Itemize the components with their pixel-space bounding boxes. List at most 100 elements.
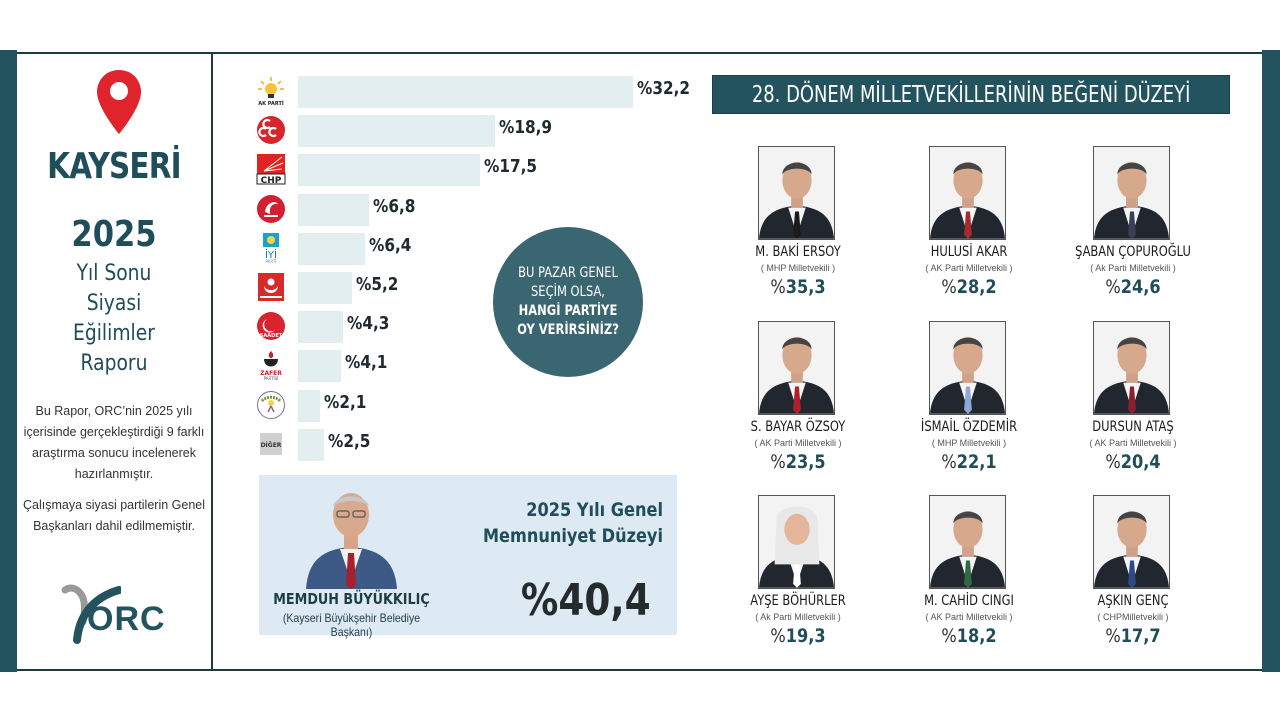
party-value-label: %2,1 — [323, 391, 367, 413]
left-panel-divider — [211, 54, 213, 669]
mp-party: ( AK Parti Milletvekili ) — [925, 612, 1013, 622]
mp-photo — [758, 495, 835, 589]
party-value-label: %6,4 — [368, 234, 412, 256]
report-description: Bu Rapor, ORC’nin 2025 yılı içerisinde g… — [21, 401, 207, 537]
party-value-label: %5,2 — [356, 274, 399, 295]
party-logo-icon: ZAFER PARTİSİ — [256, 350, 286, 381]
mp-card: AYŞE BÖHÜRLER ( Ak Parti Milletvekili ) … — [718, 495, 878, 660]
party-bar — [298, 272, 353, 304]
mp-photo — [758, 321, 835, 415]
mp-photo — [929, 495, 1006, 589]
party-bar — [298, 389, 320, 422]
mp-score: %19,3 — [770, 625, 826, 647]
frame-left-bar — [0, 50, 17, 672]
mp-name: ŞABAN ÇOPUROĞLU — [1075, 244, 1191, 260]
party-bar — [298, 428, 324, 461]
party-bar-row: DİĞER %2,5 — [250, 428, 700, 462]
mp-card: S. BAYAR ÖZSOY ( AK Parti Milletvekili )… — [718, 321, 878, 486]
frame-bottom-border — [17, 669, 1262, 671]
party-value-label: %2,5 — [328, 430, 371, 452]
mp-name: AYŞE BÖHÜRLER — [750, 593, 846, 609]
city-name: KAYSERİ — [47, 146, 181, 187]
mp-card: DURSUN ATAŞ ( AK Parti Milletvekili ) %2… — [1053, 321, 1213, 486]
mp-section-header: 28. DÖNEM MİLLETVEKİLLERİNİN BEĞENİ DÜZE… — [712, 75, 1230, 114]
mp-name: AŞKIN GENÇ — [1097, 593, 1169, 609]
svg-text:PARTİSİ: PARTİSİ — [264, 376, 279, 381]
party-logo-icon: DİĞER — [256, 429, 286, 459]
mp-name: HULUSİ AKAR — [930, 244, 1008, 260]
mp-party: ( MHP Milletvekili ) — [760, 263, 836, 273]
party-bar-row: %5,2 — [250, 271, 700, 305]
satisfaction-value: %40,4 — [521, 575, 651, 626]
mp-name: S. BAYAR ÖZSOY — [750, 419, 846, 435]
party-logo-icon: AK PARTİ — [256, 76, 286, 106]
mp-score: %17,7 — [1105, 625, 1161, 647]
party-logo-icon — [256, 272, 286, 302]
party-logo-icon: CHP — [256, 154, 286, 185]
party-bar — [298, 311, 343, 344]
party-bar — [298, 115, 495, 148]
note-text: Çalışmaya siyasi partilerin Genel Başkan… — [22, 498, 205, 533]
party-bar-row: ZAFER PARTİSİ %4,1 — [250, 349, 700, 383]
party-bar-row: %2,1 — [250, 389, 700, 423]
party-bar — [298, 154, 481, 187]
mp-party: ( AK Parti Milletvekili ) — [925, 263, 1013, 273]
party-value-label: %18,9 — [498, 117, 552, 139]
mp-card: HULUSİ AKAR ( AK Parti Milletvekili ) %2… — [889, 146, 1049, 311]
mp-name: M. BAKİ ERSOY — [755, 244, 841, 260]
party-logo-icon — [256, 390, 286, 420]
mp-card: M. CAHİD CINGI ( AK Parti Milletvekili )… — [889, 495, 1049, 660]
mayor-satisfaction-panel: MEMDUH BÜYÜKKILIÇ (Kayseri Büyükşehir Be… — [259, 475, 677, 639]
mp-card: ŞABAN ÇOPUROĞLU ( Ak Parti Milletvekili … — [1053, 146, 1213, 311]
party-bar-row: SAADET %4,3 — [250, 310, 700, 344]
mp-score: %35,3 — [770, 276, 826, 298]
party-bar-row: İYİ PARTİ %6,4 — [250, 232, 700, 266]
mp-name: İSMAİL ÖZDEMİR — [920, 419, 1018, 435]
satisfaction-title: 2025 Yılı Genel Memnuniyet Düzeyi — [482, 499, 663, 547]
party-value-label: %4,3 — [346, 313, 390, 335]
mp-party: ( Ak Parti Milletvekili ) — [755, 612, 841, 622]
mp-photo — [929, 321, 1006, 415]
party-bar-row: %6,8 — [250, 193, 700, 227]
mp-card: M. BAKİ ERSOY ( MHP Milletvekili ) %35,3 — [718, 146, 878, 311]
svg-text:İYİ: İYİ — [265, 248, 277, 261]
party-logo-icon — [256, 194, 286, 224]
party-bar — [298, 350, 341, 383]
mp-photo — [929, 146, 1006, 240]
party-logo-icon: SAADET — [256, 311, 286, 341]
mp-score: %23,5 — [770, 451, 826, 473]
party-value-label: %4,1 — [344, 352, 388, 374]
mp-photo — [758, 146, 835, 240]
mp-party: ( Ak Parti Milletvekili ) — [1090, 263, 1176, 273]
party-bar — [298, 232, 365, 265]
svg-text:CHP: CHP — [261, 176, 282, 185]
mayor-title: (Kayseri Büyükşehir Belediye Başkanı) — [282, 611, 421, 639]
orc-logo-mark-icon — [61, 584, 121, 644]
svg-text:SAADET: SAADET — [260, 333, 283, 339]
mp-photo — [1093, 146, 1170, 240]
poll-question-badge: BU PAZAR GENEL SEÇİM OLSA, HANGİ PARTİYE… — [493, 227, 643, 377]
description-text: Bu Rapor, ORC’nin 2025 yılı içerisinde g… — [23, 404, 205, 481]
mp-card: İSMAİL ÖZDEMİR ( MHP Milletvekili ) %22,… — [889, 321, 1049, 486]
mp-name: DURSUN ATAŞ — [1092, 419, 1174, 435]
mp-score: %24,6 — [1105, 276, 1161, 298]
mp-photo — [1093, 495, 1170, 589]
mp-party: ( AK Parti Milletvekili ) — [1089, 438, 1177, 448]
svg-text:DİĞER: DİĞER — [261, 442, 282, 449]
frame-right-bar — [1262, 50, 1280, 672]
party-logo-icon — [256, 115, 286, 145]
party-value-label: %6,8 — [372, 195, 416, 217]
mayor-photo — [306, 493, 397, 589]
party-logo-icon: İYİ PARTİ — [256, 232, 286, 264]
mp-party: ( AK Parti Milletvekili ) — [754, 438, 842, 448]
mp-party: ( CHPMilletvekili ) — [1097, 612, 1169, 622]
party-bar — [298, 193, 369, 226]
party-bar — [298, 76, 633, 108]
svg-text:AK PARTİ: AK PARTİ — [258, 100, 284, 106]
mp-party: ( MHP Milletvekili ) — [931, 438, 1007, 448]
party-value-label: %17,5 — [484, 156, 538, 178]
mp-score: %22,1 — [941, 451, 997, 473]
mp-score: %18,2 — [941, 625, 997, 647]
svg-text:ZAFER: ZAFER — [260, 370, 282, 377]
mp-card: AŞKIN GENÇ ( CHPMilletvekili ) %17,7 — [1053, 495, 1213, 660]
